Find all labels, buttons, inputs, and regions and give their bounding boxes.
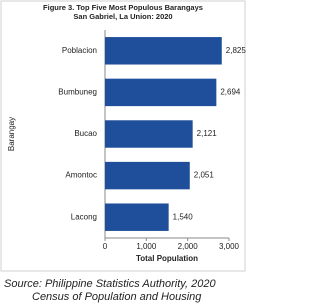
bar — [105, 161, 190, 190]
chart-title: Figure 3. Top Five Most Populous Baranga… — [43, 3, 203, 12]
value-label: 2,825 — [226, 46, 247, 55]
value-label: 1,540 — [173, 212, 194, 221]
chart: Figure 3. Top Five Most Populous Baranga… — [0, 0, 247, 303]
x-tick-label: 2,000 — [178, 242, 199, 251]
x-axis-title: Total Population — [136, 254, 198, 263]
chart-subtitle: San Gabriel, La Union: 2020 — [73, 12, 172, 21]
y-tick-label: Bucao — [74, 129, 97, 138]
y-axis-title: Barangay — [7, 117, 16, 151]
x-tick-label: 1,000 — [136, 242, 157, 251]
value-label: 2,121 — [197, 129, 218, 138]
bar — [105, 37, 222, 65]
value-label: 2,694 — [220, 88, 241, 97]
x-tick-label: 0 — [103, 242, 108, 251]
y-tick-label: Amontoc — [65, 171, 97, 180]
chart-frame — [0, 0, 246, 272]
bar — [105, 78, 217, 107]
y-tick-label: Poblacion — [62, 46, 97, 55]
y-tick-label: Lacong — [71, 212, 97, 221]
value-label: 2,051 — [194, 171, 215, 180]
x-tick-label: 3,000 — [219, 242, 240, 251]
bar — [105, 203, 169, 231]
bar — [105, 120, 193, 148]
y-tick-label: Bumbuneg — [58, 88, 97, 97]
source-line: Census of Population and Housing — [32, 291, 202, 303]
source-line: Source: Philippine Statistics Authority,… — [4, 278, 216, 290]
